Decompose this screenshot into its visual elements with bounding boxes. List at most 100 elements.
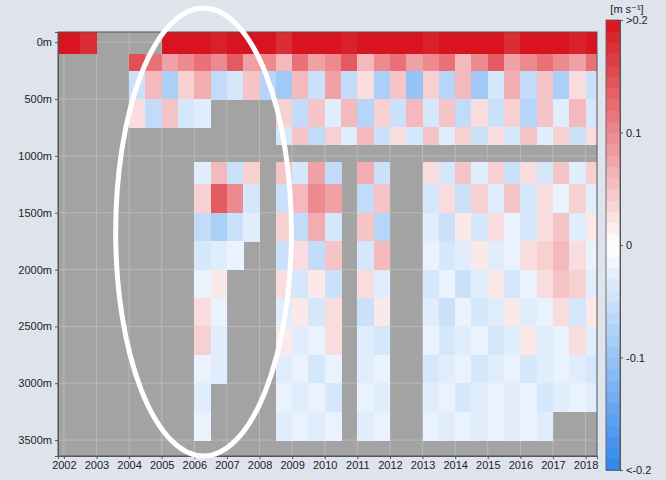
cell [488,32,505,54]
y-axis: 0m500m1000m1500m2000m2500m3000m3500m [18,33,58,457]
cell [439,127,456,145]
cell [569,326,586,355]
cell [423,355,440,384]
cell [194,241,211,270]
cell [439,298,456,327]
cell [504,54,521,72]
colorbar-tick-mark [620,358,623,359]
page-background [0,0,666,480]
cell [488,383,505,412]
colorbar-step [606,99,620,111]
cell [569,127,586,145]
cell [488,162,505,185]
cell [471,213,488,242]
cell [471,355,488,384]
colorbar-step [606,279,620,291]
colorbar-step [606,268,620,280]
colorbar-tick: <-0.2 [620,464,651,476]
cell [553,383,570,412]
cell [504,270,521,299]
cell [586,32,597,54]
cell [471,383,488,412]
cell [423,270,440,299]
cell [569,162,586,185]
cell [520,298,537,327]
cell [439,270,456,299]
cell [553,162,570,185]
y-tick-label: 3000m [18,377,52,389]
cell [455,32,472,54]
colorbar-step [606,65,620,77]
cell [423,298,440,327]
cell [325,99,342,128]
colorbar-tick-label: >0.2 [626,14,648,26]
x-tick-label: 2008 [248,459,272,471]
cell [488,184,505,213]
colorbar-step [606,223,620,235]
x-tick-label: 2002 [52,459,76,471]
cell [357,298,374,327]
colorbar-frame [606,20,620,470]
cell [553,213,570,242]
cell [292,71,309,100]
cell [569,298,586,327]
colorbar-step [606,110,620,122]
colorbar-tick-label: <-0.2 [626,464,651,476]
cell [455,355,472,384]
cell [357,213,374,242]
colorbar-step [606,358,620,370]
cell [178,99,195,128]
colorbar-step [606,155,620,167]
cell [308,99,325,128]
x-tick: 2003 [85,456,109,471]
cell [439,99,456,128]
cell [374,326,391,355]
cell [374,184,391,213]
cell [471,99,488,128]
cell [374,162,391,185]
cell [455,71,472,100]
cell [586,127,597,145]
colorbar-step [606,144,620,156]
cell [504,184,521,213]
x-tick-label: 2018 [574,459,598,471]
cell [58,32,81,54]
cell [162,71,179,100]
cell [276,383,293,412]
cell [292,213,309,242]
cell [504,326,521,355]
cell [569,355,586,384]
cell [211,162,228,185]
colorbar-tick-mark [620,245,623,246]
cell [439,326,456,355]
cell [374,270,391,299]
colorbar-tick: 0 [620,239,632,251]
cell [162,99,179,128]
cell [471,326,488,355]
cell [471,241,488,270]
cell [325,162,342,185]
colorbar-step [606,414,620,426]
chart-container: 2002200320042005200620072008200920102011… [0,0,666,480]
cell [374,241,391,270]
cell [569,184,586,213]
y-tick-label: 3500m [18,434,52,446]
plot-frame [58,32,597,456]
colorbar: >0.20.10-0.1<-0.2 [606,14,651,476]
colorbar-step [606,346,620,358]
cell [390,54,407,72]
cell [488,326,505,355]
cell [325,54,342,72]
cell [504,162,521,185]
cell [553,32,570,54]
cell [553,298,570,327]
y-tick: 2000m [18,264,58,276]
cell [194,270,211,299]
cell [276,412,293,441]
cell [455,326,472,355]
colorbar-step [606,391,620,403]
cell [211,298,228,327]
cell [423,162,440,185]
cell [178,71,195,100]
cell [471,412,488,441]
